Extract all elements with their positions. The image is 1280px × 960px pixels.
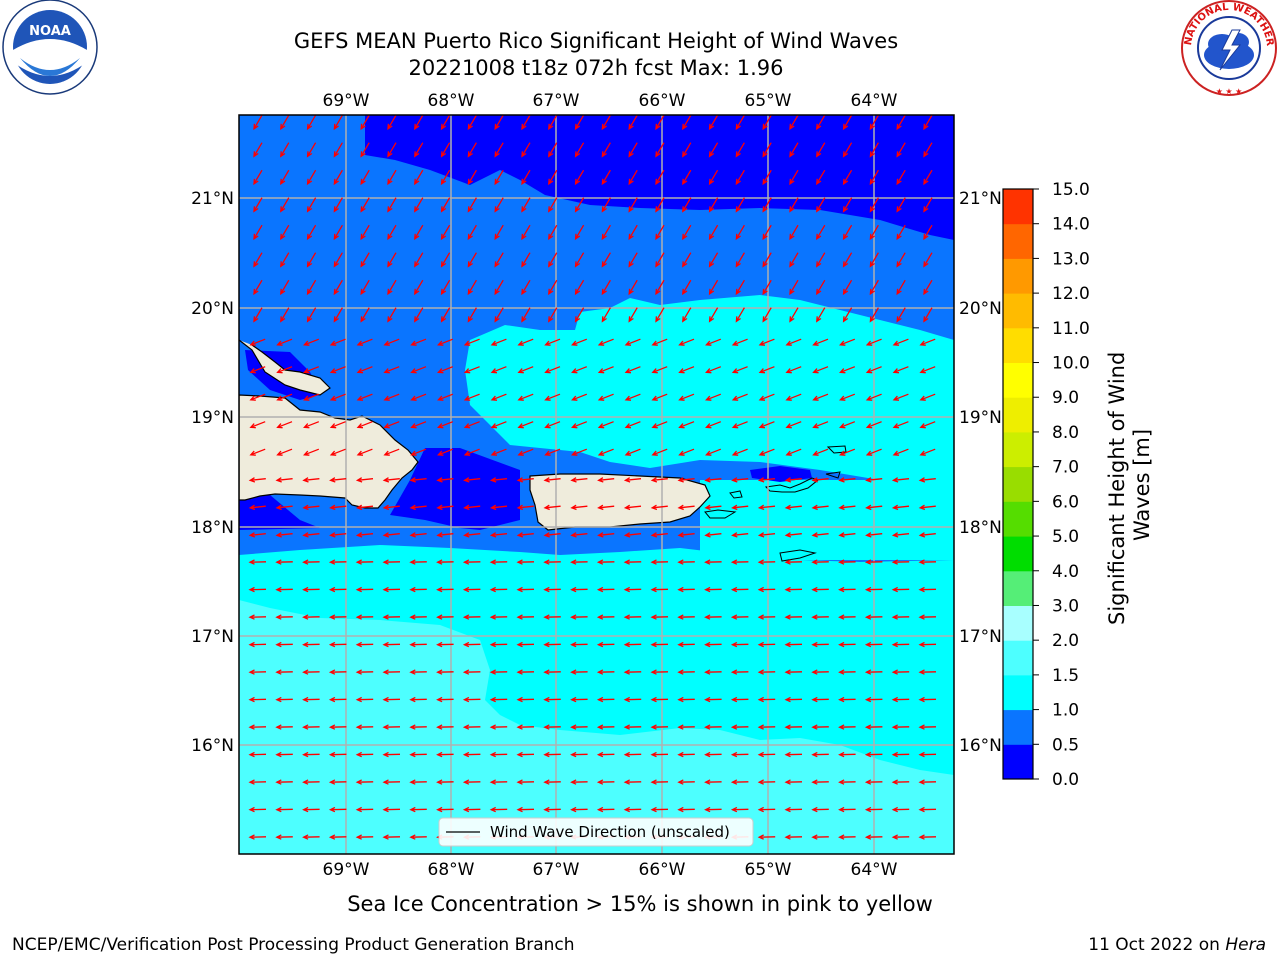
colorbar-segment [1003, 501, 1033, 537]
colorbar-tick-label: 0.0 [1052, 770, 1079, 790]
colorbar-segment [1003, 258, 1033, 294]
colorbar-tick-label: 10.0 [1052, 354, 1090, 374]
lat-label-right-18n: 18°N [959, 518, 1002, 538]
wave-band-1.0-1.5-northeast [465, 295, 954, 480]
colorbar-tick-label: 4.0 [1052, 562, 1079, 582]
colorbar-tick-label: 14.0 [1052, 215, 1090, 235]
colorbar-segment [1003, 189, 1033, 225]
colorbar-label: Significant Height of Wind Waves [m] [1105, 345, 1154, 625]
land-culebra [729, 490, 743, 499]
land-st-croix [779, 549, 817, 562]
colorbar-tick-label: 7.0 [1052, 458, 1079, 478]
colorbar-tick-label: 0.5 [1052, 735, 1079, 755]
colorbar-segment [1003, 744, 1033, 780]
lon-label-bottom-64w: 64°W [851, 860, 898, 880]
colorbar-segment [1003, 223, 1033, 259]
lon-label-bottom-68w: 68°W [428, 860, 475, 880]
lat-label-right-20n: 20°N [959, 299, 1002, 319]
svg-text:★ ★ ★: ★ ★ ★ [1216, 87, 1243, 96]
colorbar-segment [1003, 709, 1033, 745]
colorbar-segment [1003, 293, 1033, 329]
colorbar-segment [1003, 674, 1033, 711]
lon-label-bottom-69w: 69°W [323, 860, 370, 880]
footer-date-host: 11 Oct 2022 on Hera [1088, 935, 1266, 955]
noaa-logo-text: NOAA [29, 24, 71, 39]
lat-label-left-18n: 18°N [191, 518, 234, 538]
colorbar-segment [1003, 362, 1033, 398]
lon-label-top-67w: 67°W [533, 91, 580, 111]
colorbar-tick-label: 1.0 [1052, 701, 1079, 721]
lon-label-top-69w: 69°W [323, 91, 370, 111]
lon-label-bottom-67w: 67°W [533, 860, 580, 880]
colorbar-tick-label: 6.0 [1052, 492, 1079, 512]
footer-branch: NCEP/EMC/Verification Post Processing Pr… [12, 935, 575, 955]
lat-label-left-19n: 19°N [191, 408, 234, 428]
map-area [239, 115, 954, 854]
colorbar-tick-label: 8.0 [1052, 423, 1079, 443]
land-hispaniola [239, 339, 419, 509]
map-legend: Wind Wave Direction (unscaled) [438, 817, 754, 847]
map-frame [238, 114, 955, 855]
lon-label-top-65w: 65°W [745, 91, 792, 111]
colorbar-segment [1003, 397, 1033, 433]
colorbar-segment [1003, 327, 1033, 363]
map-title: GEFS MEAN Puerto Rico Significant Height… [294, 29, 898, 53]
lat-label-right-19n: 19°N [959, 408, 1002, 428]
colorbar-segment [1003, 431, 1033, 468]
colorbar-segment [1003, 466, 1033, 502]
colorbar-tick-label: 1.5 [1052, 666, 1079, 686]
colorbar-tick-label: 9.0 [1052, 388, 1079, 408]
legend-label: Wind Wave Direction (unscaled) [490, 823, 730, 841]
lon-label-top-64w: 64°W [851, 91, 898, 111]
colorbar-tick-label: 13.0 [1052, 249, 1090, 269]
colorbar-tick-label: 11.0 [1052, 319, 1090, 339]
lon-label-top-68w: 68°W [428, 91, 475, 111]
colorbar-segment [1003, 640, 1033, 676]
lat-label-right-21n: 21°N [959, 189, 1002, 209]
map-subtitle: 20221008 t18z 072h fcst Max: 1.96 [409, 56, 784, 80]
sea-ice-note: Sea Ice Concentration > 15% is shown in … [347, 892, 933, 916]
colorbar-tick-label: 5.0 [1052, 527, 1079, 547]
colorbar-segment [1003, 570, 1033, 606]
lat-label-left-17n: 17°N [191, 627, 234, 647]
lat-label-left-21n: 21°N [191, 189, 234, 209]
lat-label-left-20n: 20°N [191, 299, 234, 319]
lon-label-bottom-65w: 65°W [745, 860, 792, 880]
land-vieques [704, 509, 737, 519]
colorbar-tick-label: 12.0 [1052, 284, 1090, 304]
lon-label-top-66w: 66°W [639, 91, 686, 111]
colorbar-segment [1003, 605, 1033, 641]
lon-label-bottom-66w: 66°W [639, 860, 686, 880]
colorbar-tick-label: 3.0 [1052, 597, 1079, 617]
colorbar-tick-label: 15.0 [1052, 180, 1090, 200]
land-puerto-rico [529, 473, 711, 531]
lat-label-right-16n: 16°N [959, 736, 1002, 756]
wave-band-0-0.5-mona-passage [390, 448, 520, 530]
colorbar-segment [1003, 536, 1033, 572]
lat-label-left-16n: 16°N [191, 736, 234, 756]
wave-band-1.5-2.0-southwest [239, 600, 954, 854]
noaa-logo: NOAA [2, 0, 98, 95]
colorbar-tick-label: 2.0 [1052, 631, 1079, 651]
graticule [239, 115, 954, 854]
wave-band-1.0-1.5-east [700, 480, 954, 560]
lat-label-right-17n: 17°N [959, 627, 1002, 647]
colorbar: 0.0 0.5 1.0 1.5 2.0 3.0 4.0 5.0 6.0 7.0 8.0 9.0 10.0… [1002, 180, 1090, 790]
